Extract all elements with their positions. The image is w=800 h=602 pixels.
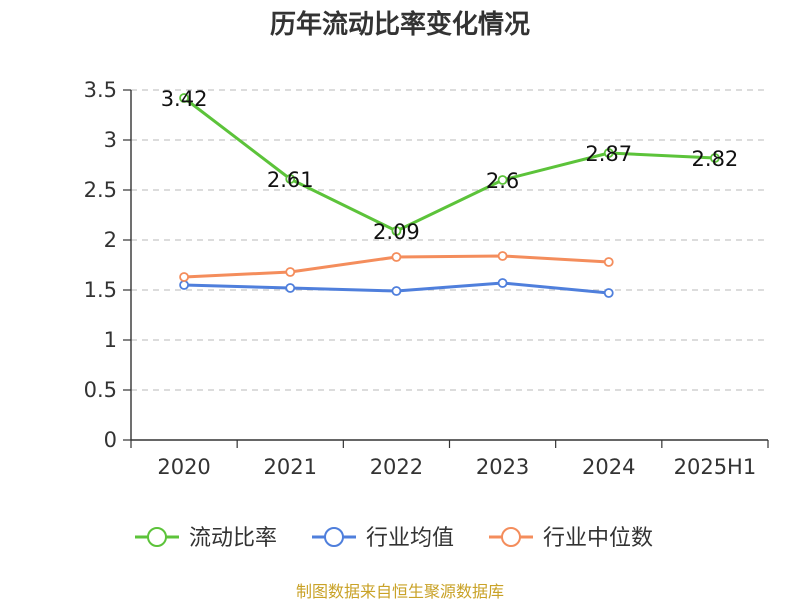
series-line [183,96,715,233]
data-point [497,175,508,185]
legend-item[interactable]: 流动比率 [135,526,277,551]
data-point [285,267,296,277]
legend-marker [147,527,167,547]
data-point [603,257,614,267]
grid-lines [131,89,768,391]
source-note: 制图数据来自恒生聚源数据库 [295,582,504,601]
data-label: 2.09 [373,220,420,244]
y-tick-label: 2.5 [84,178,117,202]
series-0: 3.42 2.61 2.09 2.6 2.87 2.82 [161,87,739,244]
legend-label: 行业均值 [366,526,454,551]
y-tick-label: 0 [104,428,117,452]
x-tick-label: 2025H1 [674,455,757,479]
data-point [179,280,189,290]
data-point [603,148,614,158]
x-tick-label: 2022 [370,455,423,479]
data-point [497,251,508,261]
legend-item[interactable]: 行业中位数 [489,526,653,551]
series-2 [179,251,614,282]
axes: 0 0.5 1 1.5 2 2.5 3 3.5 2020 2021 2022 2023 2024 2025… [84,78,769,479]
data-point [285,174,296,184]
y-tick-label: 2 [104,228,117,252]
data-point [497,278,508,288]
data-label: 2.6 [486,169,519,193]
data-label: 2.87 [585,142,632,166]
data-label: 2.61 [267,168,314,192]
x-tick-label: 2021 [264,455,317,479]
series-1 [179,278,614,298]
data-point [603,288,614,298]
legend: 流动比率 行业均值 行业中位数 [135,526,653,551]
y-tick-label: 1.5 [84,278,117,302]
y-tick-label: 1 [104,328,117,352]
data-point [391,286,402,296]
x-tick-label: 2023 [476,455,529,479]
data-point [179,272,189,282]
series-group: 3.42 2.61 2.09 2.6 2.87 2.82 [161,87,739,298]
legend-label: 行业中位数 [543,526,653,551]
chart-title: 历年流动比率变化情况 [269,10,530,40]
data-point [391,252,402,262]
y-tick-label: 3.5 [84,78,117,102]
data-point [391,226,402,236]
legend-label: 流动比率 [189,526,277,551]
x-tick-label: 2020 [157,455,210,479]
data-point [179,93,189,103]
x-tick-label: 2024 [582,455,635,479]
data-point [710,153,720,163]
data-label: 2.82 [692,147,739,171]
legend-marker [501,527,521,547]
data-label: 3.42 [161,87,208,111]
legend-marker [324,527,344,547]
y-tick-label: 3 [104,128,117,152]
legend-item[interactable]: 行业均值 [312,526,454,551]
data-point [285,283,296,293]
y-tick-label: 0.5 [84,378,117,402]
